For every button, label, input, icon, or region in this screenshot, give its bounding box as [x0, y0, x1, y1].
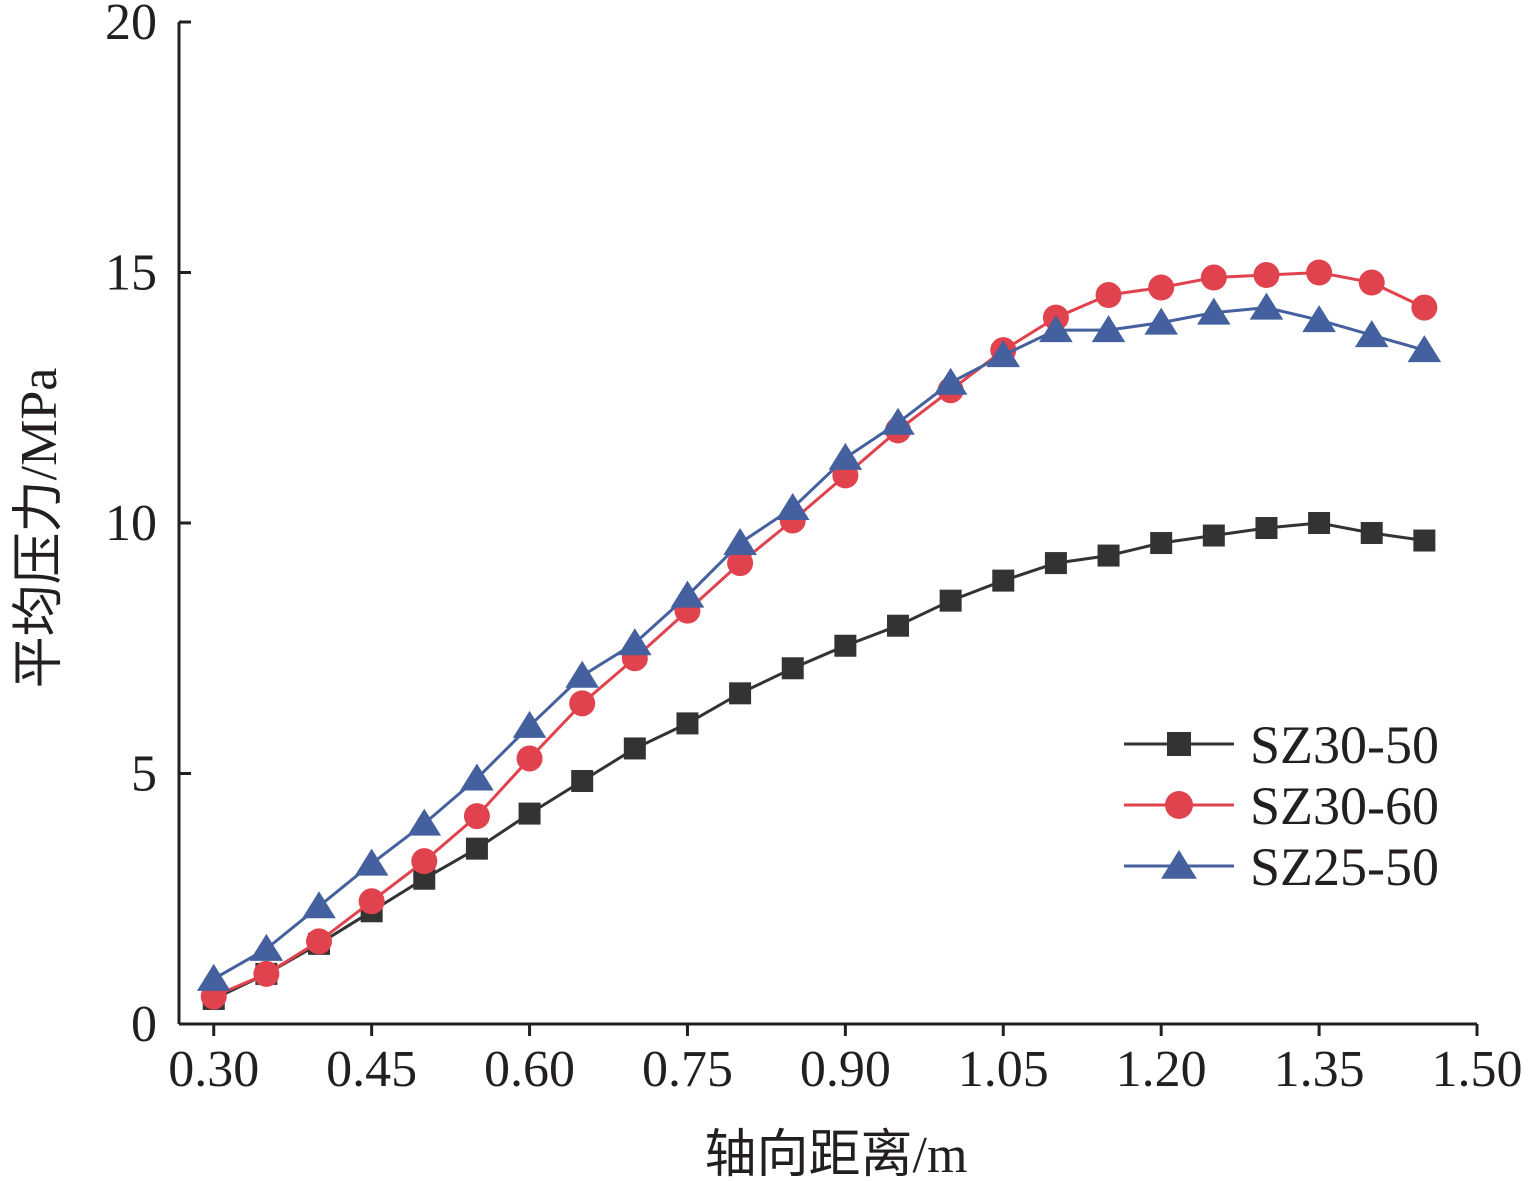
series-layer [196, 259, 1442, 1010]
data-point-sz25-50 [933, 367, 968, 395]
data-point-sz30-50 [571, 770, 594, 793]
data-point-sz30-50 [1413, 529, 1436, 552]
legend-item-sz30-60: SZ30-60 [1124, 776, 1439, 836]
x-tick-label: 0.75 [642, 1041, 733, 1098]
data-point-sz30-60 [1358, 269, 1385, 296]
x-tick-label: 1.05 [958, 1041, 1049, 1098]
series-line-sz30-50 [213, 521, 1425, 1001]
data-point-sz30-50 [518, 802, 541, 825]
data-point-sz30-50 [1255, 517, 1278, 540]
data-point-sz25-50 [302, 891, 336, 919]
legend-item-sz25-50: SZ25-50 [1124, 837, 1439, 897]
x-tick-label: 0.30 [168, 1041, 259, 1098]
y-tick-label: 10 [105, 495, 157, 552]
data-point-sz25-50 [986, 340, 1021, 368]
legend-item-sz30-50: SZ30-50 [1124, 715, 1439, 775]
y-ticks: 0 5 10 15 20 [105, 0, 191, 1053]
y-tick-label: 5 [131, 746, 157, 803]
legend-marker [1167, 732, 1191, 756]
data-point-sz30-50 [1308, 512, 1331, 534]
data-point-sz30-60 [1200, 264, 1227, 291]
data-point-sz30-60 [1095, 282, 1122, 309]
data-point-sz30-60 [1148, 274, 1175, 301]
data-point-sz25-50 [1407, 335, 1442, 363]
x-axis-title: 轴向距离/m [705, 1127, 968, 1181]
data-point-sz30-50 [623, 737, 646, 760]
data-point-sz30-50 [992, 569, 1015, 592]
y-axis-title: 平均压力/MPa [11, 368, 68, 689]
data-point-sz25-50 [670, 580, 705, 608]
data-point-sz25-50 [1144, 307, 1178, 335]
data-point-sz30-50 [887, 614, 910, 637]
x-tick-label: 0.45 [326, 1041, 417, 1098]
data-point-sz30-60 [463, 803, 490, 830]
y-tick-label: 20 [105, 0, 157, 51]
axes: 0 5 10 15 20 0.30 0.45 0.60 0.75 0.90 1.05 1.20 1.3… [105, 0, 1523, 1098]
legend-label: SZ25-50 [1250, 837, 1439, 897]
data-point-sz25-50 [618, 628, 652, 656]
x-ticks: 0.30 0.45 0.60 0.75 0.90 1.05 1.20 1.35 1.50 [168, 1024, 1523, 1098]
data-point-sz30-60 [1306, 259, 1333, 286]
data-point-sz30-50 [465, 837, 488, 860]
data-point-sz25-50 [881, 407, 915, 435]
y-tick-label: 0 [131, 996, 157, 1053]
data-point-sz30-60 [411, 848, 438, 875]
data-point-sz30-60 [358, 888, 385, 915]
data-point-sz25-50 [775, 492, 810, 520]
data-point-sz25-50 [1197, 297, 1231, 325]
data-point-sz30-50 [413, 867, 436, 890]
x-tick-label: 0.60 [484, 1041, 575, 1098]
data-point-sz30-50 [1150, 532, 1173, 555]
data-point-sz30-60 [727, 550, 754, 577]
data-point-sz30-50 [1202, 524, 1225, 547]
data-point-sz30-60 [1411, 294, 1438, 321]
data-point-sz30-50 [781, 657, 804, 680]
data-point-sz25-50 [1249, 292, 1284, 320]
data-point-sz30-60 [253, 960, 280, 987]
data-point-sz30-50 [676, 712, 699, 735]
data-point-sz25-50 [460, 763, 494, 791]
data-point-sz25-50 [1091, 315, 1126, 343]
data-point-sz25-50 [196, 963, 231, 991]
data-point-sz30-60 [306, 928, 333, 955]
data-point-sz25-50 [1354, 320, 1389, 348]
legend-label: SZ30-50 [1250, 715, 1439, 775]
series-line-sz30-60 [213, 270, 1426, 998]
x-tick-label: 0.90 [800, 1041, 891, 1098]
data-point-sz30-50 [1044, 552, 1067, 575]
data-point-sz25-50 [828, 442, 863, 470]
data-point-sz25-50 [354, 848, 389, 876]
data-point-sz25-50 [565, 660, 599, 688]
data-point-sz30-50 [729, 682, 752, 705]
data-point-sz30-50 [1097, 544, 1120, 567]
y-tick-label: 15 [105, 245, 157, 302]
data-point-sz25-50 [1302, 305, 1336, 333]
x-tick-label: 1.20 [1116, 1041, 1207, 1098]
data-point-sz30-60 [569, 690, 596, 717]
data-point-sz25-50 [1039, 315, 1073, 343]
x-tick-label: 1.50 [1432, 1041, 1523, 1098]
data-point-sz25-50 [249, 933, 284, 961]
legend-marker [1161, 850, 1197, 879]
data-point-sz30-50 [834, 634, 857, 657]
legend-label: SZ30-60 [1250, 776, 1439, 836]
data-point-sz25-50 [723, 528, 757, 556]
series-sz25-50 [196, 292, 1442, 991]
data-point-sz25-50 [407, 808, 442, 836]
data-point-sz30-60 [516, 745, 543, 772]
data-point-sz30-50 [1360, 522, 1383, 545]
data-point-sz30-50 [939, 589, 962, 612]
x-tick-label: 1.35 [1274, 1041, 1365, 1098]
series-line-sz25-50 [212, 306, 1425, 981]
data-point-sz30-60 [1253, 262, 1280, 289]
legend-marker [1165, 791, 1193, 819]
data-point-sz25-50 [512, 710, 547, 738]
